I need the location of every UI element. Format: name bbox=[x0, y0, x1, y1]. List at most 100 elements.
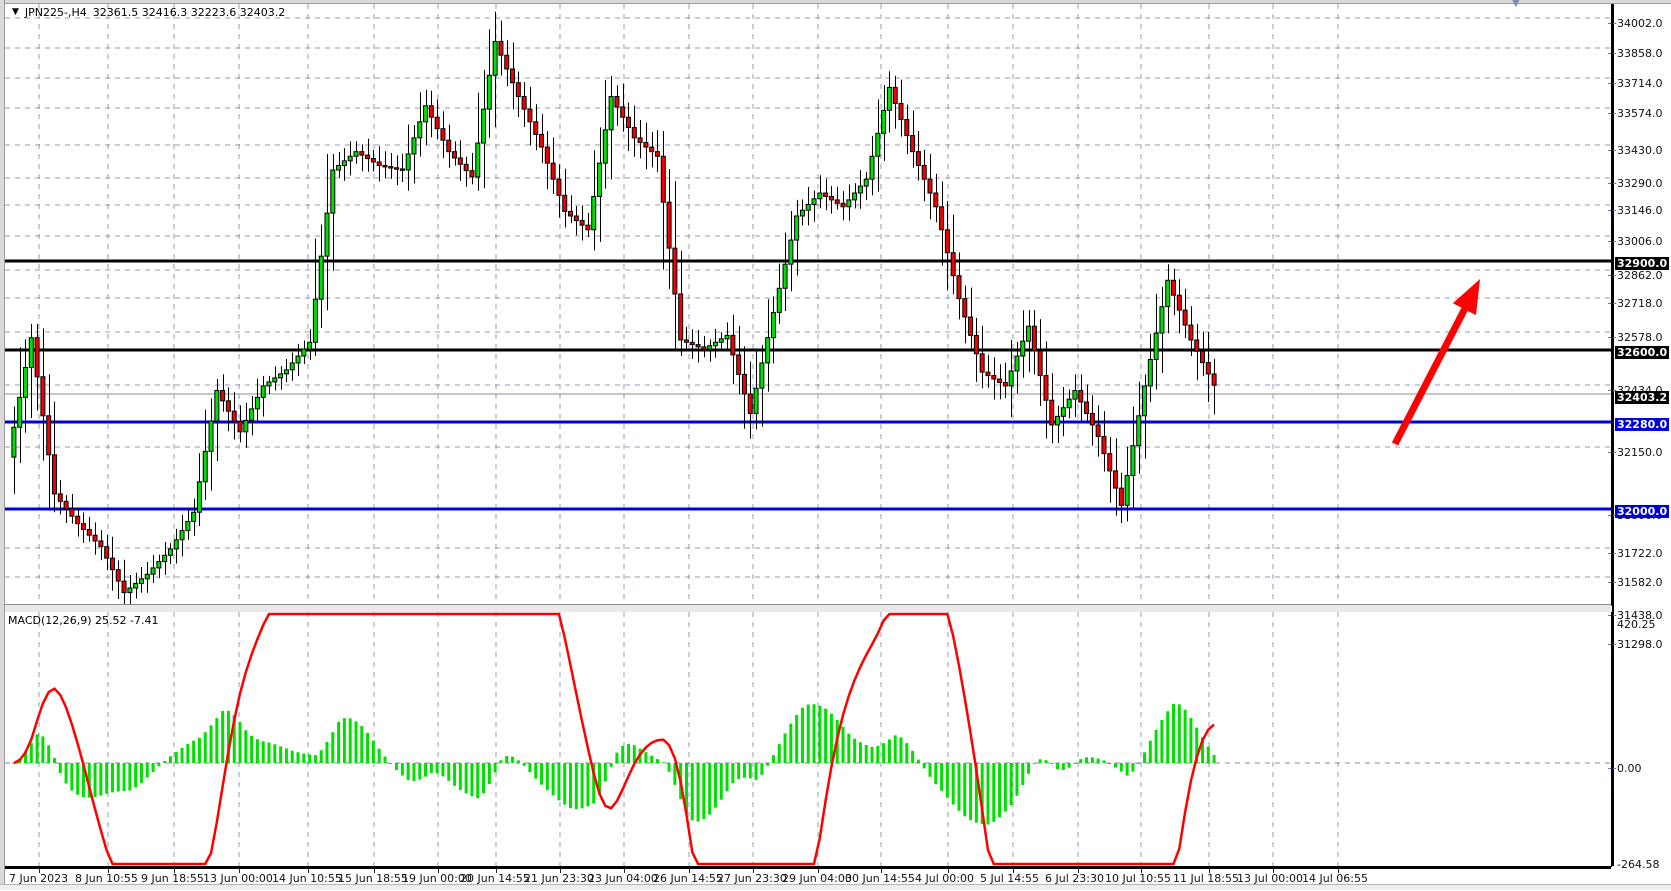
chevron-down-icon[interactable]: ▼ bbox=[1512, 0, 1520, 9]
price-tick-label: 32862.0 bbox=[1608, 270, 1663, 281]
time-tick-mark bbox=[374, 868, 375, 873]
macd-canvas bbox=[5, 612, 1611, 866]
price-level-badge: 32403.2 bbox=[1615, 391, 1670, 404]
time-tick-mark bbox=[753, 868, 754, 873]
bullish-arrow[interactable] bbox=[1391, 279, 1480, 446]
macd-tick-label: -264.58 bbox=[1617, 858, 1660, 871]
time-tick-label: 21 Jun 23:30 bbox=[524, 872, 594, 885]
price-tick-label: 34002.0 bbox=[1608, 18, 1663, 29]
time-tick-mark bbox=[1209, 868, 1210, 873]
price-tick-mark bbox=[1608, 23, 1616, 24]
time-tick-label: 30 Jun 14:55 bbox=[845, 872, 915, 885]
price-tick-label: 31298.0 bbox=[1608, 639, 1663, 650]
price-tick-label: 33858.0 bbox=[1608, 48, 1663, 59]
price-tick-mark bbox=[1608, 582, 1616, 583]
time-tick-mark bbox=[1013, 868, 1014, 873]
time-tick-label: 27 Jun 23:30 bbox=[717, 872, 787, 885]
time-tick-mark bbox=[239, 868, 240, 873]
chevron-down-icon[interactable]: ▼ bbox=[12, 7, 19, 17]
time-tick-mark bbox=[1273, 868, 1274, 873]
price-tick-mark bbox=[1608, 452, 1616, 453]
price-tick-label: 32434.0 bbox=[1608, 385, 1663, 396]
time-tick-mark bbox=[108, 868, 109, 873]
time-tick-label: 10 Jul 10:55 bbox=[1105, 872, 1171, 885]
time-tick-label: 7 Jun 2023 bbox=[9, 872, 69, 885]
chart-header: ▼ JPN225-,H4 32361.5 32416.3 32223.6 324… bbox=[12, 6, 285, 19]
price-tick-mark bbox=[1608, 83, 1616, 84]
price-tick-mark bbox=[1608, 303, 1616, 304]
price-axis[interactable]: 34002.0 33858.0 33714.0 33574.0 33430.0 33290… bbox=[1608, 4, 1671, 870]
price-tick-label: 32150.0 bbox=[1608, 447, 1663, 458]
time-tick-label: 13 Jun 00:00 bbox=[203, 872, 273, 885]
time-tick-label: 15 Jun 18:55 bbox=[338, 872, 408, 885]
time-tick-mark bbox=[560, 868, 561, 873]
price-level-badge: 32000.0 bbox=[1615, 505, 1670, 518]
time-tick-mark bbox=[1141, 868, 1142, 873]
time-tick-mark bbox=[39, 868, 40, 873]
time-tick-label: 29 Jun 04:00 bbox=[782, 872, 852, 885]
price-tick-mark bbox=[1608, 553, 1616, 554]
time-tick-mark bbox=[496, 868, 497, 873]
status-strip bbox=[0, 884, 1671, 890]
time-tick-mark bbox=[174, 868, 175, 873]
time-tick-mark bbox=[308, 868, 309, 873]
price-tick-label: 31582.0 bbox=[1608, 577, 1663, 588]
time-tick-mark bbox=[1078, 868, 1079, 873]
price-chart-canvas bbox=[5, 4, 1611, 604]
time-tick-mark bbox=[881, 868, 882, 873]
price-tick-mark bbox=[1608, 615, 1616, 616]
price-tick-label: 31438.0 bbox=[1608, 610, 1663, 621]
time-tick-mark bbox=[948, 868, 949, 873]
price-tick-mark bbox=[1608, 390, 1616, 391]
macd-header-label: MACD(12,26,9) 25.52 -7.41 bbox=[8, 614, 159, 627]
price-level-badge: 32280.0 bbox=[1615, 418, 1670, 431]
price-tick-mark bbox=[1608, 644, 1616, 645]
price-tick-mark bbox=[1608, 275, 1616, 276]
time-tick-label: 8 Jun 10:55 bbox=[75, 872, 138, 885]
macd-tick-mark bbox=[1608, 768, 1616, 769]
time-tick-label: 5 Jul 14:55 bbox=[980, 872, 1039, 885]
macd-indicator-pane[interactable]: MACD(12,26,9) 25.52 -7.41 bbox=[5, 612, 1612, 867]
price-tick-label: 33006.0 bbox=[1608, 236, 1663, 247]
price-level-badge: 32900.0 bbox=[1615, 257, 1670, 270]
price-tick-mark bbox=[1608, 210, 1616, 211]
window-left-frame bbox=[0, 0, 5, 889]
time-tick-label: 13 Jul 00:00 bbox=[1237, 872, 1303, 885]
price-tick-mark bbox=[1608, 113, 1616, 114]
time-tick-mark bbox=[1338, 868, 1339, 873]
price-tick-label: 32718.0 bbox=[1608, 298, 1663, 309]
macd-tick-label: 420.25 bbox=[1617, 618, 1656, 631]
time-tick-label: 6 Jul 23:30 bbox=[1045, 872, 1104, 885]
time-tick-label: 4 Jul 00:00 bbox=[915, 872, 974, 885]
price-tick-label: 33146.0 bbox=[1608, 205, 1663, 216]
time-tick-label: 14 Jun 10:55 bbox=[272, 872, 342, 885]
time-tick-mark bbox=[818, 868, 819, 873]
price-tick-label: 33574.0 bbox=[1608, 108, 1663, 119]
macd-signal-line bbox=[13, 612, 1215, 866]
time-tick-label: 19 Jun 00:00 bbox=[402, 872, 472, 885]
macd-tick-label: 0.00 bbox=[1608, 763, 1642, 774]
time-tick-mark bbox=[624, 868, 625, 873]
price-tick-label: 32578.0 bbox=[1608, 332, 1663, 343]
price-tick-mark bbox=[1608, 53, 1616, 54]
symbol-label: JPN225-,H4 bbox=[24, 6, 87, 19]
time-tick-label: 14 Jul 06:55 bbox=[1302, 872, 1368, 885]
ohlc-values: 32361.5 32416.3 32223.6 32403.2 bbox=[92, 6, 286, 19]
price-level-badge: 32600.0 bbox=[1615, 346, 1670, 359]
price-tick-mark bbox=[1608, 183, 1616, 184]
window-top-frame bbox=[0, 0, 1671, 4]
time-tick-label: 9 Jun 18:55 bbox=[141, 872, 204, 885]
price-tick-mark bbox=[1608, 150, 1616, 151]
price-tick-mark bbox=[1608, 241, 1616, 242]
time-tick-label: 20 Jun 14:55 bbox=[460, 872, 530, 885]
price-tick-label: 33290.0 bbox=[1608, 178, 1663, 189]
time-tick-mark bbox=[438, 868, 439, 873]
time-tick-label: 26 Jun 14:55 bbox=[653, 872, 723, 885]
price-tick-label: 31722.0 bbox=[1608, 548, 1663, 559]
time-tick-label: 11 Jul 18:55 bbox=[1173, 872, 1239, 885]
time-tick-label: 23 Jun 04:00 bbox=[588, 872, 658, 885]
price-tick-label: 33714.0 bbox=[1608, 78, 1663, 89]
time-tick-mark bbox=[689, 868, 690, 873]
price-chart-pane[interactable]: ▼ JPN225-,H4 32361.5 32416.3 32223.6 324… bbox=[5, 4, 1612, 606]
